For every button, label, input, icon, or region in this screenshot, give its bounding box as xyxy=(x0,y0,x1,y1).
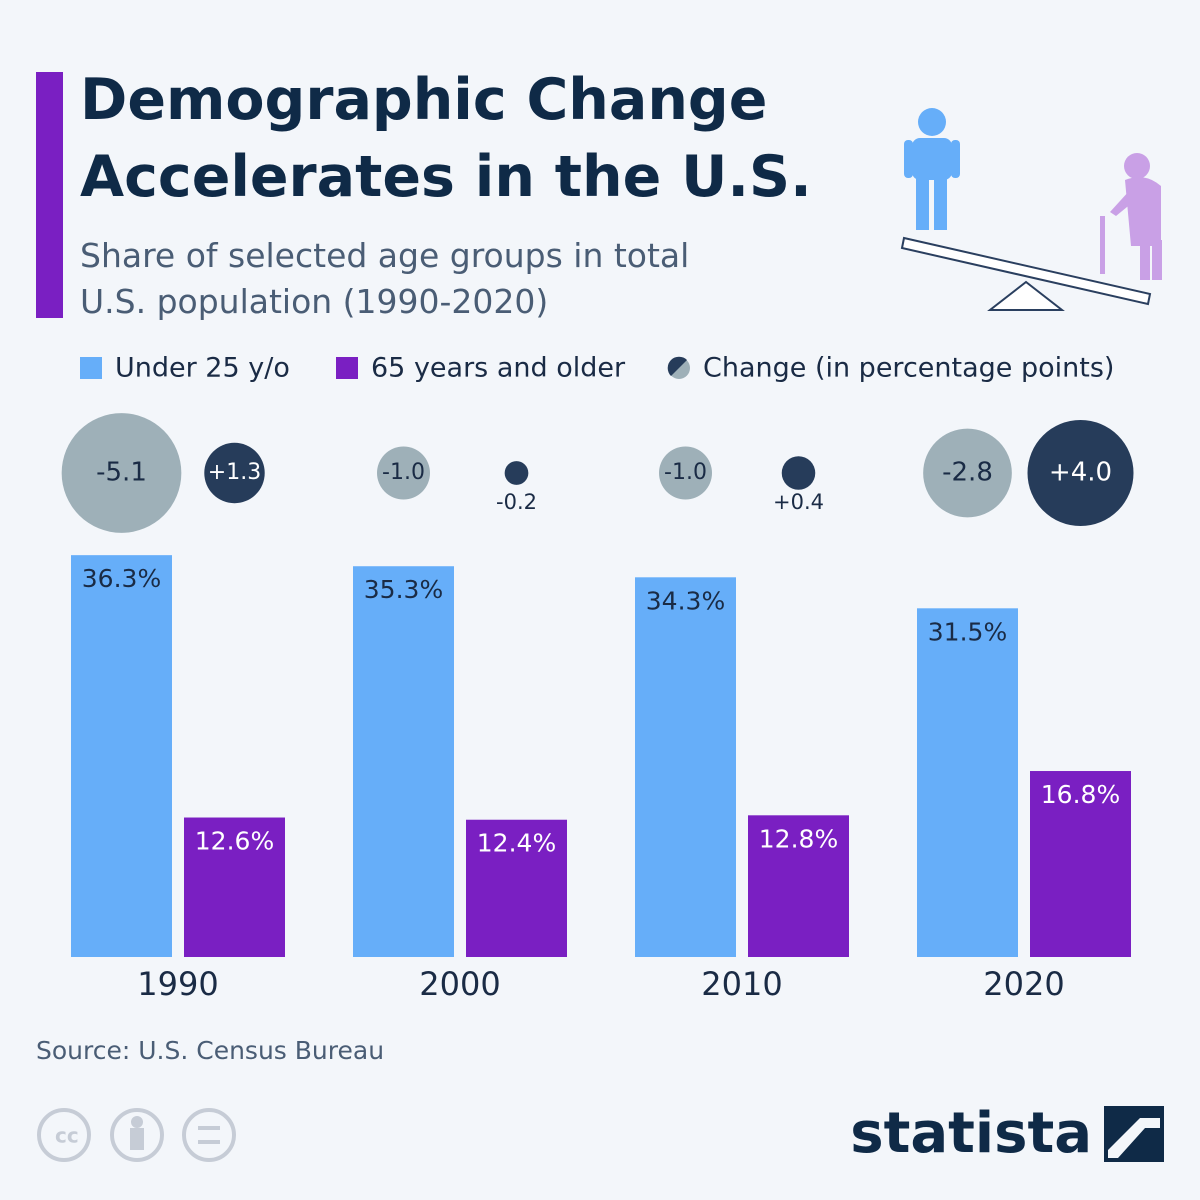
cc-mark: cc xyxy=(55,1124,79,1148)
change-label: +0.4 xyxy=(773,490,824,514)
x-tick-label: 2010 xyxy=(701,965,782,1003)
chart-subtitle: Share of selected age groups in total U.S… xyxy=(80,236,689,321)
x-tick-label: 2020 xyxy=(983,965,1064,1003)
bar-value-label: 36.3% xyxy=(82,564,161,593)
legend-key xyxy=(667,356,687,376)
change-bubble xyxy=(61,413,182,533)
bar xyxy=(635,577,736,957)
change-label: -1.0 xyxy=(664,460,707,485)
change-label: -5.1 xyxy=(96,458,147,488)
bar-value-label: 16.8% xyxy=(1041,780,1120,809)
change-bubble xyxy=(504,461,529,485)
bar xyxy=(466,819,567,957)
illustration xyxy=(900,108,1162,311)
bar xyxy=(917,608,1018,957)
license-icons xyxy=(37,1108,236,1162)
bar-value-label: 34.3% xyxy=(646,586,725,615)
x-tick-label: 2000 xyxy=(419,965,500,1003)
bar xyxy=(71,555,172,957)
bar xyxy=(1030,771,1131,957)
legend: Under 25 y/o 65 years and older Change (in… xyxy=(80,353,1114,384)
legend-key xyxy=(80,357,102,379)
change-bubble xyxy=(1027,420,1134,526)
title-accent xyxy=(36,72,63,318)
bar-value-label: 12.4% xyxy=(477,829,556,858)
change-bubble xyxy=(204,442,265,504)
change-label: -2.8 xyxy=(942,458,993,488)
legend-label: 65 years and older xyxy=(371,353,626,384)
change-label: -0.2 xyxy=(496,490,537,514)
bar-value-label: 12.8% xyxy=(759,824,838,853)
change-bubble xyxy=(659,446,712,500)
brand-logo xyxy=(1104,1106,1164,1162)
change-bubble xyxy=(377,446,430,500)
change-bubble xyxy=(781,456,816,490)
change-label: +4.0 xyxy=(1049,458,1112,488)
chart-title: Demographic Change Accelerates in the U.S… xyxy=(80,67,812,210)
legend-label: Under 25 y/o xyxy=(115,353,290,384)
bar-value-label: 35.3% xyxy=(364,575,443,604)
bar xyxy=(353,566,454,957)
legend-key xyxy=(336,357,358,379)
change-label: +1.3 xyxy=(208,460,261,485)
change-label: -1.0 xyxy=(382,460,425,485)
bar-value-label: 31.5% xyxy=(928,617,1007,646)
bar xyxy=(748,815,849,957)
brand: statista xyxy=(850,1101,1092,1166)
source: Source: U.S. Census Bureau xyxy=(36,1036,384,1065)
x-tick-label: 1990 xyxy=(137,965,218,1003)
change-bubble xyxy=(923,428,1012,518)
bar xyxy=(184,817,285,957)
legend-label: Change (in percentage points) xyxy=(703,353,1114,384)
bar-value-label: 12.6% xyxy=(195,827,274,856)
